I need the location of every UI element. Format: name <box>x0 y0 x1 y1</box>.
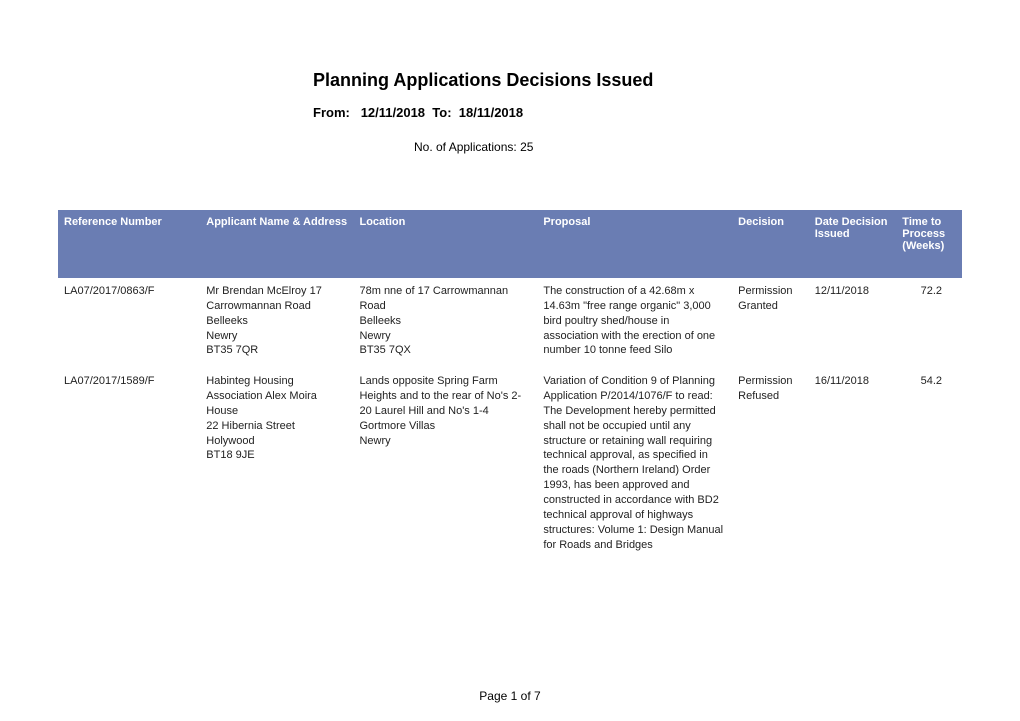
page-title: Planning Applications Decisions Issued <box>313 70 962 91</box>
cell-reference: LA07/2017/0863/F <box>58 278 200 368</box>
cell-decision: Permission Granted <box>732 278 809 368</box>
cell-applicant: Mr Brendan McElroy 17 Carrowmannan Road … <box>200 278 353 368</box>
page-footer: Page 1 of 7 <box>0 689 1020 703</box>
from-date: 12/11/2018 <box>361 105 425 120</box>
col-header-location: Location <box>353 210 537 278</box>
date-range: From: 12/11/2018 To: 18/11/2018 <box>313 105 962 120</box>
cell-proposal: Variation of Condition 9 of Planning App… <box>537 368 732 562</box>
col-header-applicant: Applicant Name & Address <box>200 210 353 278</box>
cell-reference: LA07/2017/1589/F <box>58 368 200 562</box>
cell-decision: Permission Refused <box>732 368 809 562</box>
cell-location: 78m nne of 17 Carrowmannan Road Belleeks… <box>353 278 537 368</box>
cell-time: 54.2 <box>896 368 962 562</box>
col-header-decision: Decision <box>732 210 809 278</box>
application-count: No. of Applications: 25 <box>414 140 962 154</box>
count-value: 25 <box>520 140 533 154</box>
to-date: 18/11/2018 <box>459 105 523 120</box>
to-label: To: <box>432 105 451 120</box>
decisions-table: Reference Number Applicant Name & Addres… <box>58 210 962 562</box>
cell-location: Lands opposite Spring Farm Heights and t… <box>353 368 537 562</box>
count-label: No. of Applications: <box>414 140 517 154</box>
table-row: LA07/2017/1589/F Habinteg Housing Associ… <box>58 368 962 562</box>
col-header-time: Time to Process (Weeks) <box>896 210 962 278</box>
cell-applicant: Habinteg Housing Association Alex Moira … <box>200 368 353 562</box>
col-header-date: Date Decision Issued <box>809 210 897 278</box>
cell-proposal: The construction of a 42.68m x 14.63m "f… <box>537 278 732 368</box>
table-row: LA07/2017/0863/F Mr Brendan McElroy 17 C… <box>58 278 962 368</box>
from-label: From: <box>313 105 350 120</box>
cell-date: 12/11/2018 <box>809 278 897 368</box>
col-header-reference: Reference Number <box>58 210 200 278</box>
cell-time: 72.2 <box>896 278 962 368</box>
cell-date: 16/11/2018 <box>809 368 897 562</box>
col-header-proposal: Proposal <box>537 210 732 278</box>
table-header-row: Reference Number Applicant Name & Addres… <box>58 210 962 278</box>
